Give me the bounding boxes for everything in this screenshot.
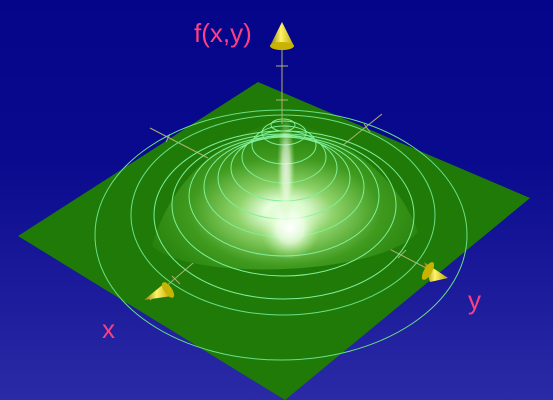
back-axis-left xyxy=(149,127,209,159)
arrow-y-icon xyxy=(421,262,448,282)
specular-highlight xyxy=(260,196,320,260)
arrow-x-icon xyxy=(144,282,175,300)
x-axis-label: x xyxy=(102,314,115,344)
specular-streak xyxy=(277,115,295,225)
contour-rings-outer xyxy=(94,109,468,361)
arrow-up-icon xyxy=(270,22,294,50)
vertical-axis-label: f(x,y) xyxy=(194,18,252,48)
y-axis-label: y xyxy=(468,285,481,315)
